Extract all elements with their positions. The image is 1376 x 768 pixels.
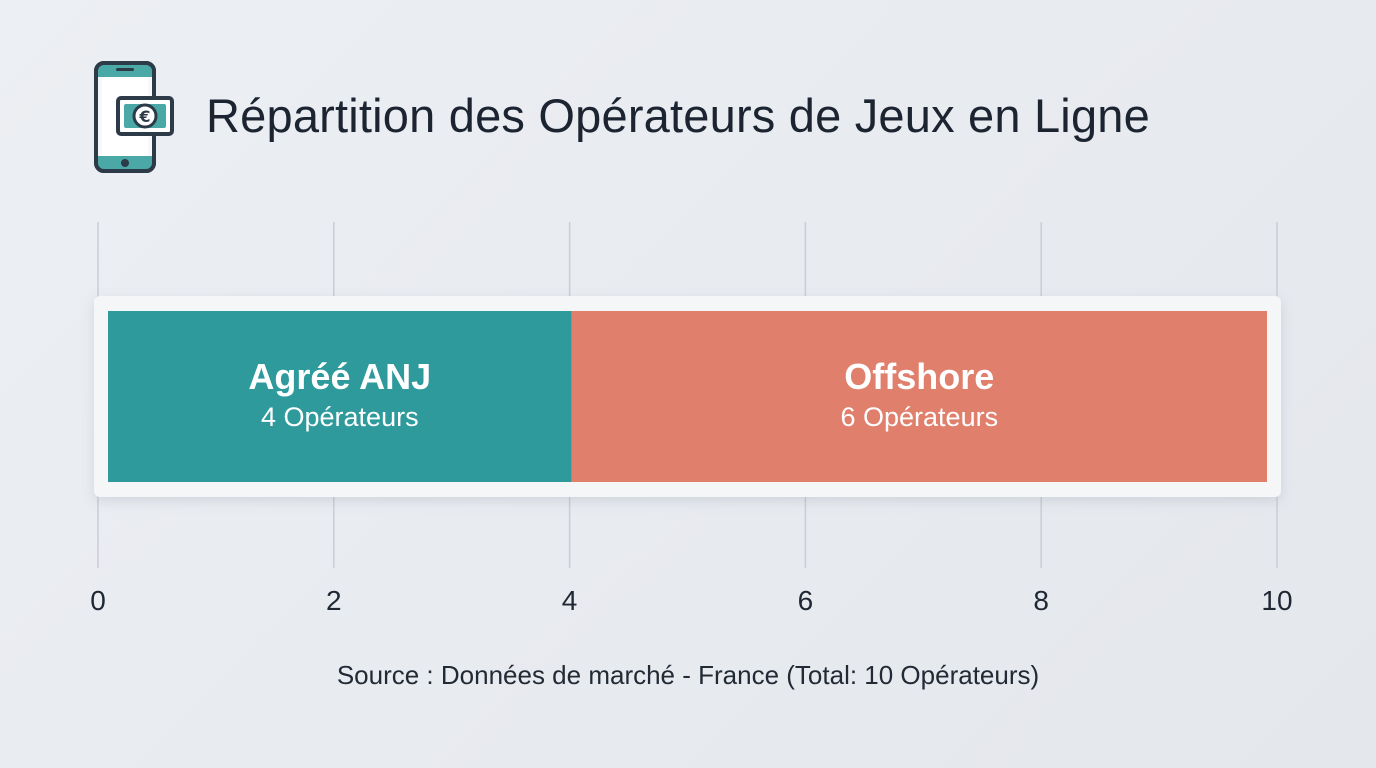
bar-segment-agr-anj xyxy=(108,311,572,482)
svg-text:€: € xyxy=(138,107,150,126)
tick-label-4: 4 xyxy=(562,585,578,616)
segment-name-offshore: Offshore xyxy=(844,356,994,397)
bar-segments: Agréé ANJ 4 Opérateurs Offshore 6 Opérateur… xyxy=(108,311,1267,482)
x-axis-ticks: 0 2 4 6 8 10 xyxy=(90,585,1292,616)
tick-label-6: 6 xyxy=(798,585,814,616)
tick-label-0: 0 xyxy=(90,585,106,616)
bar-segment-offshore xyxy=(571,311,1267,482)
phone-euro-icon: € xyxy=(94,61,174,173)
segment-count-offshore: 6 Opérateurs xyxy=(841,402,999,432)
tick-label-8: 8 xyxy=(1033,585,1049,616)
segment-count-agr-anj: 4 Opérateurs xyxy=(261,402,419,432)
chart-title: Répartition des Opérateurs de Jeux en Li… xyxy=(206,89,1150,142)
tick-label-10: 10 xyxy=(1261,585,1292,616)
chart-header: € xyxy=(92,60,176,176)
source-note: Source : Données de marché - France (Tot… xyxy=(336,660,1040,690)
segment-name-agr-anj: Agréé ANJ xyxy=(248,356,431,397)
tick-label-2: 2 xyxy=(326,585,342,616)
